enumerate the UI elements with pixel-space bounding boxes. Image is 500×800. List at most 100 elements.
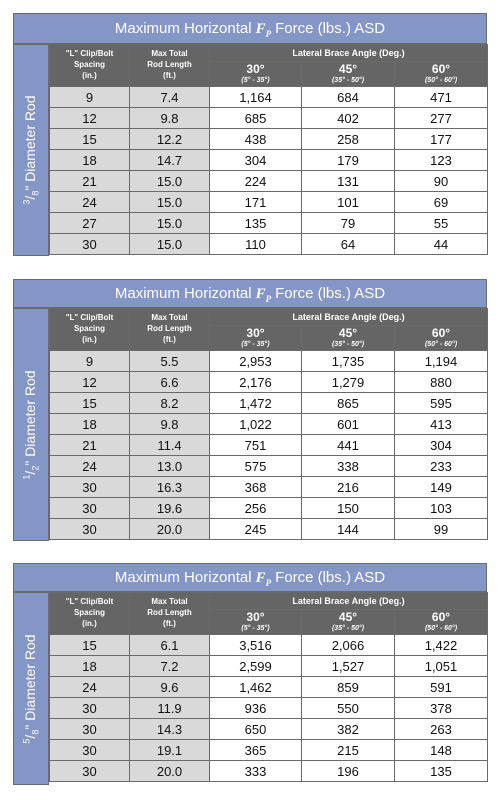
force-60-cell: 413	[394, 413, 488, 435]
rod-length-cell: 15.0	[129, 212, 210, 234]
force-60-cell: 177	[394, 128, 488, 150]
rod-length-cell: 9.6	[129, 676, 210, 698]
rod-length-cell: 15.0	[129, 191, 210, 213]
force-45-cell: 441	[301, 434, 395, 456]
force-60-cell: 55	[394, 212, 488, 234]
table-row: 18 7.2 2,599 1,527 1,051	[49, 655, 488, 677]
spacing-cell: 30	[49, 476, 130, 498]
lateral-angle-header: Lateral Brace Angle (Deg.)	[209, 592, 488, 610]
table-row: 12 6.6 2,176 1,279 880	[49, 371, 488, 393]
rod-length-cell: 7.4	[129, 86, 210, 108]
force-30-cell: 751	[209, 434, 302, 456]
rod-length-cell: 9.8	[129, 413, 210, 435]
title-prefix: Maximum Horizontal	[114, 285, 252, 302]
force-45-cell: 216	[301, 476, 395, 498]
force-45-cell: 144	[301, 518, 395, 540]
lateral-angle-header: Lateral Brace Angle (Deg.)	[209, 44, 488, 62]
force-30-cell: 2,176	[209, 371, 302, 393]
force-60-cell: 103	[394, 497, 488, 519]
force-45-cell: 79	[301, 212, 395, 234]
force-60-cell: 135	[394, 760, 488, 782]
table-row: 30 16.3 368 216 149	[49, 476, 488, 498]
angle-45-header: 45° (35° - 50°)	[301, 61, 395, 87]
force-30-cell: 3,516	[209, 634, 302, 656]
table-row: 30 19.6 256 150 103	[49, 497, 488, 519]
spacing-cell: 15	[49, 128, 130, 150]
spacing-cell: 15	[49, 392, 130, 414]
table-row: 30 15.0 110 64 44	[49, 233, 488, 255]
spacing-header: "L" Clip/Bolt Spacing (in.)	[49, 592, 130, 635]
force-45-cell: 859	[301, 676, 395, 698]
spacing-cell: 30	[49, 760, 130, 782]
force-30-cell: 1,462	[209, 676, 302, 698]
table-row: 30 20.0 333 196 135	[49, 760, 488, 782]
spacing-header: "L" Clip/Bolt Spacing (in.)	[49, 44, 130, 87]
spacing-cell: 21	[49, 170, 130, 192]
force-45-cell: 382	[301, 718, 395, 740]
table-row: 24 13.0 575 338 233	[49, 455, 488, 477]
force-45-cell: 550	[301, 697, 395, 719]
force-30-cell: 1,472	[209, 392, 302, 414]
force-data-table: "L" Clip/Bolt Spacing (in.) Max Total Rod L…	[49, 44, 488, 255]
spacing-cell: 30	[49, 518, 130, 540]
force-60-cell: 1,051	[394, 655, 488, 677]
force-30-cell: 438	[209, 128, 302, 150]
angle-60-header: 60° (50° - 60°)	[394, 609, 488, 635]
rod-length-header: Max Total Rod Length (ft.)	[129, 308, 210, 351]
spacing-cell: 9	[49, 350, 130, 372]
force-60-cell: 148	[394, 739, 488, 761]
rod-length-cell: 8.2	[129, 392, 210, 414]
title-suffix: Force (lbs.) ASD	[275, 569, 386, 586]
table-row: 30 14.3 650 382 263	[49, 718, 488, 740]
force-data-table: "L" Clip/Bolt Spacing (in.) Max Total Rod L…	[49, 592, 488, 782]
table-row: 21 15.0 224 131 90	[49, 170, 488, 192]
force-table-5-8-rod: Maximum Horizontal FP Force (lbs.) ASD 5/8…	[13, 563, 488, 785]
table-title: Maximum Horizontal FP Force (lbs.) ASD	[13, 13, 487, 44]
lateral-angle-header: Lateral Brace Angle (Deg.)	[209, 308, 488, 326]
spacing-cell: 9	[49, 86, 130, 108]
force-45-cell: 684	[301, 86, 395, 108]
diameter-label: 1/2" Diameter Rod	[21, 369, 41, 480]
angle-30-header: 30° (5° - 35°)	[209, 325, 302, 351]
table-row: 15 12.2 438 258 177	[49, 128, 488, 150]
spacing-cell: 12	[49, 371, 130, 393]
force-60-cell: 149	[394, 476, 488, 498]
force-45-cell: 2,066	[301, 634, 395, 656]
table-row: 30 20.0 245 144 99	[49, 518, 488, 540]
force-60-cell: 44	[394, 233, 488, 255]
table-title: Maximum Horizontal FP Force (lbs.) ASD	[13, 563, 487, 592]
force-symbol: FP	[255, 21, 272, 39]
rod-length-cell: 6.1	[129, 634, 210, 656]
force-60-cell: 595	[394, 392, 488, 414]
table-title: Maximum Horizontal FP Force (lbs.) ASD	[13, 279, 487, 308]
rod-length-cell: 15.0	[129, 233, 210, 255]
force-45-cell: 1,735	[301, 350, 395, 372]
force-60-cell: 471	[394, 86, 488, 108]
force-45-cell: 258	[301, 128, 395, 150]
force-60-cell: 123	[394, 149, 488, 171]
force-30-cell: 650	[209, 718, 302, 740]
force-60-cell: 233	[394, 455, 488, 477]
rod-length-cell: 12.2	[129, 128, 210, 150]
spacing-cell: 24	[49, 676, 130, 698]
force-30-cell: 333	[209, 760, 302, 782]
rod-length-cell: 15.0	[129, 170, 210, 192]
force-30-cell: 135	[209, 212, 302, 234]
force-symbol: FP	[255, 286, 272, 304]
diameter-side-label: 5/8" Diameter Rod	[13, 592, 49, 785]
table-row: 18 9.8 1,022 601 413	[49, 413, 488, 435]
spacing-cell: 18	[49, 149, 130, 171]
force-60-cell: 90	[394, 170, 488, 192]
title-prefix: Maximum Horizontal	[114, 569, 252, 586]
force-45-cell: 1,527	[301, 655, 395, 677]
rod-length-cell: 20.0	[129, 760, 210, 782]
table-row: 15 8.2 1,472 865 595	[49, 392, 488, 414]
force-60-cell: 69	[394, 191, 488, 213]
force-30-cell: 171	[209, 191, 302, 213]
spacing-cell: 15	[49, 634, 130, 656]
table-row: 9 5.5 2,953 1,735 1,194	[49, 350, 488, 372]
force-45-cell: 131	[301, 170, 395, 192]
rod-length-cell: 6.6	[129, 371, 210, 393]
angle-30-header: 30° (5° - 35°)	[209, 61, 302, 87]
force-45-cell: 179	[301, 149, 395, 171]
